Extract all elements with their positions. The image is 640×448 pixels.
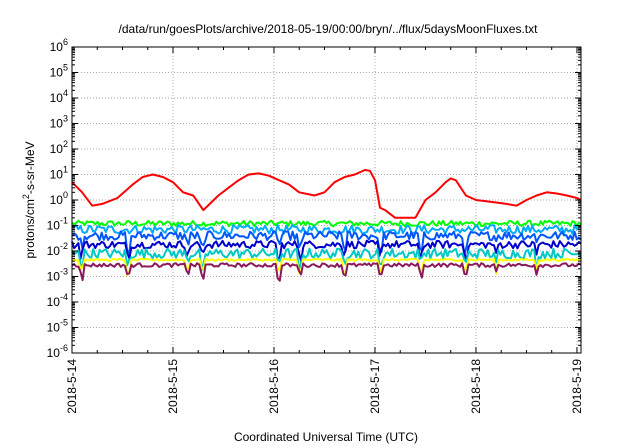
series-line bbox=[71, 257, 582, 277]
chart-title: /data/run/goesPlots/archive/2018-05-19/0… bbox=[119, 22, 539, 36]
y-tick-label: 102 bbox=[50, 139, 68, 156]
y-tick-label: 10-3 bbox=[47, 267, 68, 284]
series-line bbox=[71, 230, 582, 256]
series-line bbox=[71, 169, 582, 219]
y-tick-label: 10-6 bbox=[47, 343, 68, 360]
x-tick-label: 2018-5-16 bbox=[267, 359, 281, 414]
ticks: 106 105 104 103 102 101 100 10-1 10-2 10-3 10-4 10-… bbox=[47, 37, 584, 414]
series-line bbox=[71, 247, 582, 273]
y-tick-label: 10-1 bbox=[47, 216, 68, 233]
y-tick-label: 10-5 bbox=[47, 318, 68, 335]
x-tick-label: 2018-5-19 bbox=[570, 359, 584, 414]
x-tick-label: 2018-5-14 bbox=[65, 359, 79, 414]
series-line bbox=[71, 224, 582, 235]
y-tick-label: 10-4 bbox=[47, 292, 68, 309]
y-tick-label: 105 bbox=[50, 63, 68, 80]
series-line bbox=[71, 219, 582, 228]
series-line bbox=[71, 262, 582, 282]
y-tick-label: 106 bbox=[50, 37, 68, 54]
series-line bbox=[71, 239, 582, 263]
series-layer bbox=[71, 169, 582, 282]
x-tick-label: 2018-5-17 bbox=[368, 359, 382, 414]
x-axis-label: Coordinated Universal Time (UTC) bbox=[234, 430, 418, 444]
x-tick-label: 2018-5-18 bbox=[469, 359, 483, 414]
y-tick-label: 100 bbox=[50, 190, 68, 207]
y-tick-label: 101 bbox=[50, 165, 68, 182]
y-tick-label: 104 bbox=[50, 88, 68, 105]
y-axis-label: protons/cm2-s-sr-MeV bbox=[21, 141, 37, 258]
y-tick-label: 10-2 bbox=[47, 241, 68, 258]
x-tick-label: 2018-5-15 bbox=[166, 359, 180, 414]
y-tick-label: 103 bbox=[50, 114, 68, 131]
grid bbox=[72, 47, 581, 353]
